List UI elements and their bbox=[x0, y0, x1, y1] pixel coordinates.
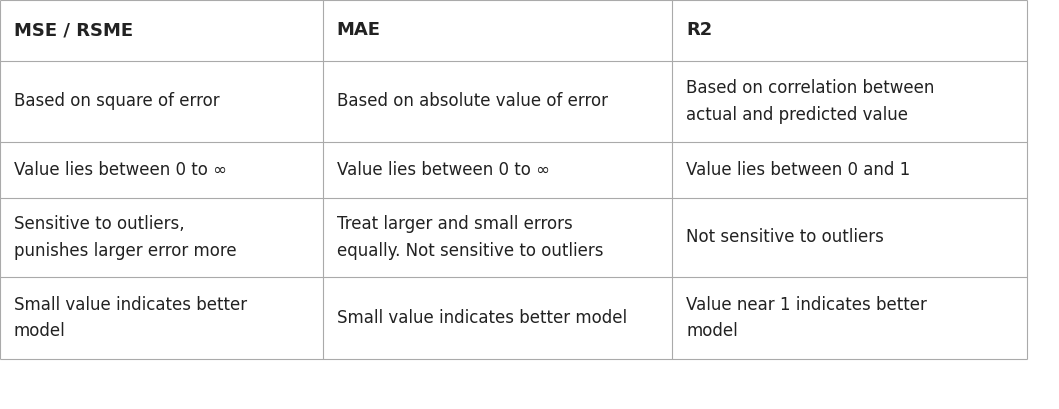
Text: MSE / RSME: MSE / RSME bbox=[14, 21, 132, 39]
Text: Treat larger and small errors
equally. Not sensitive to outliers: Treat larger and small errors equally. N… bbox=[337, 215, 604, 260]
Text: Value lies between 0 to ∞: Value lies between 0 to ∞ bbox=[14, 161, 227, 179]
Text: Value lies between 0 and 1: Value lies between 0 and 1 bbox=[686, 161, 911, 179]
Text: Small value indicates better
model: Small value indicates better model bbox=[14, 296, 247, 340]
Text: MAE: MAE bbox=[337, 21, 381, 39]
Text: Value near 1 indicates better
model: Value near 1 indicates better model bbox=[686, 296, 927, 340]
Text: Based on absolute value of error: Based on absolute value of error bbox=[337, 92, 608, 110]
Text: Based on square of error: Based on square of error bbox=[14, 92, 219, 110]
Text: Value lies between 0 to ∞: Value lies between 0 to ∞ bbox=[337, 161, 550, 179]
Text: R2: R2 bbox=[686, 21, 713, 39]
Text: Sensitive to outliers,
punishes larger error more: Sensitive to outliers, punishes larger e… bbox=[14, 215, 236, 260]
Text: Not sensitive to outliers: Not sensitive to outliers bbox=[686, 228, 884, 247]
Text: Based on correlation between
actual and predicted value: Based on correlation between actual and … bbox=[686, 79, 935, 124]
Text: Small value indicates better model: Small value indicates better model bbox=[337, 309, 627, 327]
